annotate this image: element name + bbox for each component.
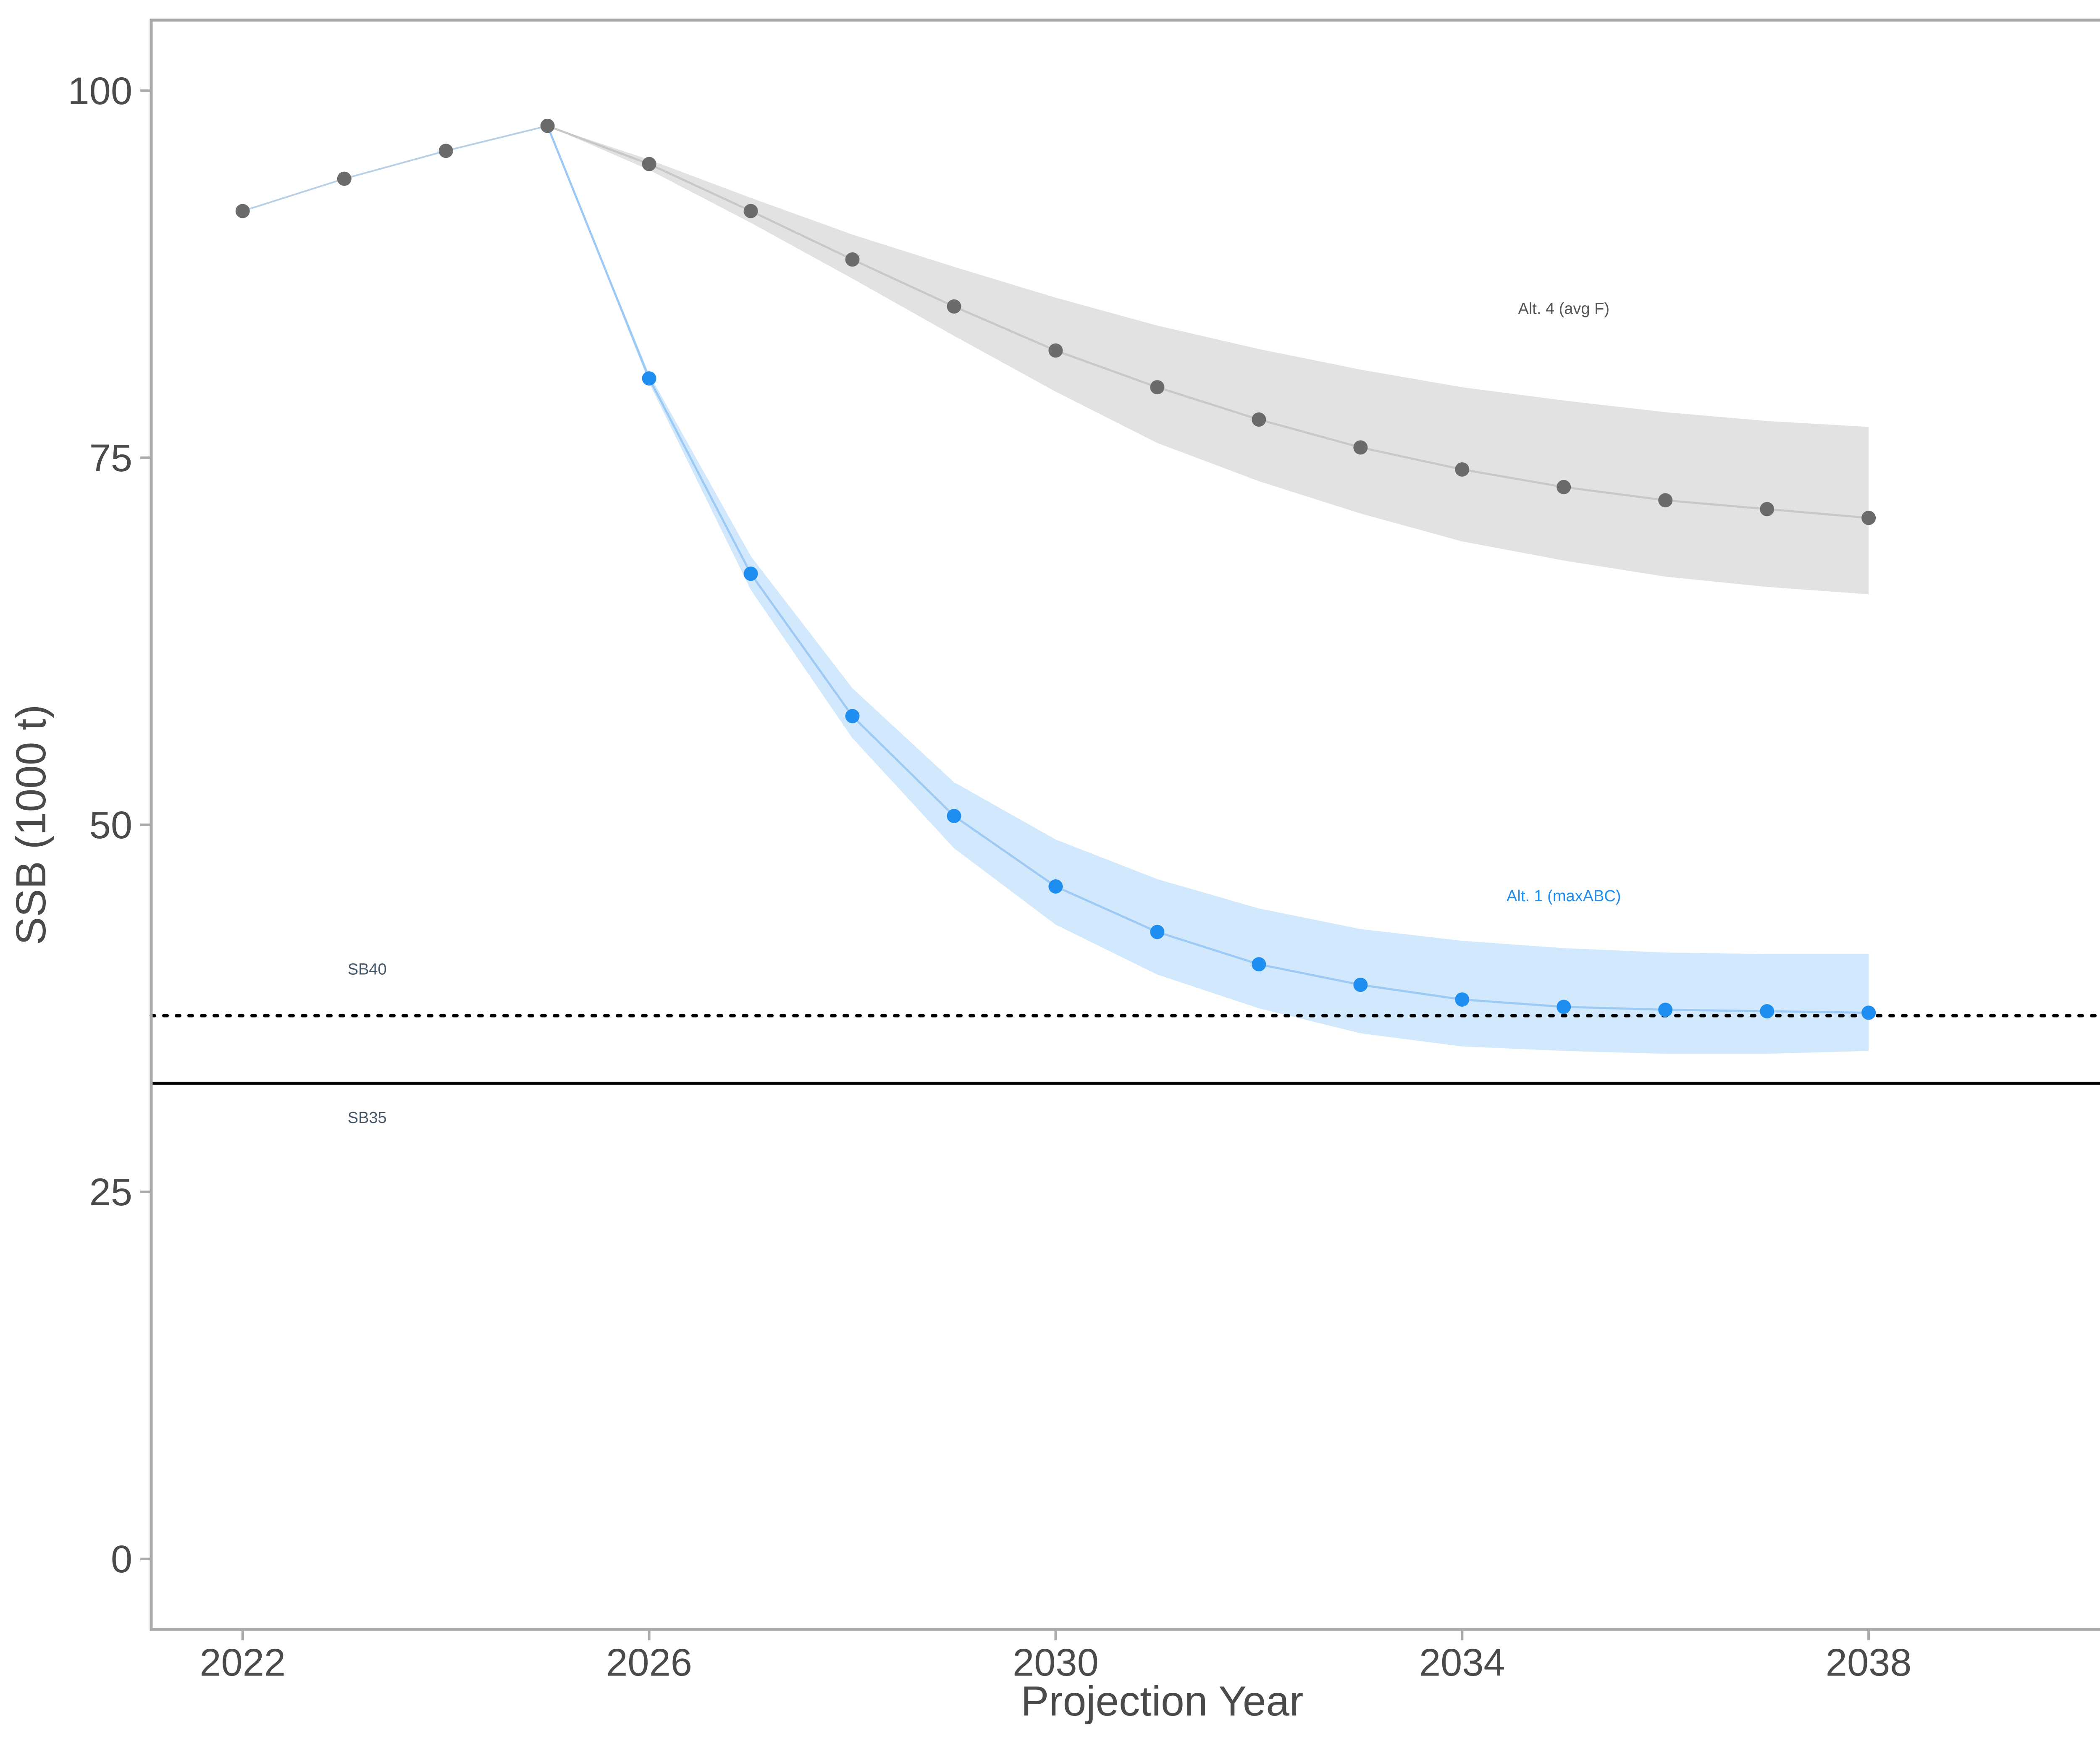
y-tick-label: 100	[68, 70, 133, 113]
series-lines	[242, 125, 1869, 1014]
alt4-confidence-band	[547, 126, 1869, 595]
historical-point	[235, 204, 250, 218]
alt4-series-line	[547, 125, 1869, 519]
alt1-point	[1252, 957, 1266, 972]
alt4-point	[845, 252, 860, 267]
alt1-point	[1861, 1005, 1876, 1020]
alt1-series-line	[546, 125, 1869, 1014]
alt4-point	[1658, 493, 1673, 508]
alt4-point	[1455, 462, 1470, 477]
alt1-confidence-band	[547, 126, 1869, 1054]
y-axis-title: SSB (1000 t)	[8, 705, 55, 945]
alt1-point	[743, 567, 758, 581]
alt4-point	[1252, 412, 1266, 427]
alt1-point	[1048, 879, 1063, 894]
x-axis-title: Projection Year	[1021, 1678, 1304, 1725]
x-tick-label: 2022	[200, 1641, 286, 1684]
historical-line	[242, 125, 548, 212]
x-tick-label: 2026	[606, 1641, 692, 1684]
alt4-point	[947, 299, 961, 314]
alt1-point	[1353, 978, 1368, 992]
historical-point	[438, 144, 453, 158]
alt4-point	[1760, 502, 1774, 517]
x-tick-label: 2038	[1826, 1641, 1912, 1684]
alt1-point	[1150, 925, 1165, 939]
x-tick-label: 2034	[1419, 1641, 1505, 1684]
historical-point	[540, 118, 555, 133]
y-axis: 0 25 50 75 100	[68, 70, 151, 1581]
historical-point	[337, 171, 352, 186]
alt1-point	[947, 809, 961, 824]
alt4-point	[642, 157, 656, 171]
x-tick-label: 2030	[1013, 1641, 1099, 1684]
data-points	[235, 118, 1876, 1020]
alt4-point	[1861, 511, 1876, 525]
x-axis: 2022 2026 2030 2034 2038	[200, 1629, 1911, 1684]
y-tick-label: 25	[89, 1171, 132, 1214]
alt4-point	[1557, 480, 1571, 494]
alt1-label: Alt. 1 (maxABC)	[1507, 887, 1621, 905]
alt1-point	[1455, 992, 1470, 1007]
alt4-point	[1048, 343, 1063, 358]
reference-lines	[150, 1014, 2100, 1085]
alt1-point	[1557, 999, 1571, 1014]
annotations: Alt. 4 (avg F) Alt. 1 (maxABC) SB40 SB35	[348, 300, 1621, 1126]
alt1-point	[845, 709, 860, 724]
alt4-point	[1150, 380, 1165, 395]
y-tick-label: 75	[89, 437, 132, 480]
sb40-label: SB40	[348, 961, 387, 978]
alt4-point	[1353, 440, 1368, 455]
alt1-point	[1760, 1004, 1774, 1019]
y-tick-label: 0	[111, 1538, 132, 1581]
confidence-bands	[547, 126, 1869, 1054]
alt1-point	[642, 371, 656, 386]
alt4-label: Alt. 4 (avg F)	[1518, 300, 1609, 317]
sb35-label: SB35	[348, 1109, 387, 1127]
y-tick-label: 50	[89, 804, 132, 847]
alt4-point	[743, 204, 758, 218]
alt1-point	[1658, 1002, 1673, 1017]
